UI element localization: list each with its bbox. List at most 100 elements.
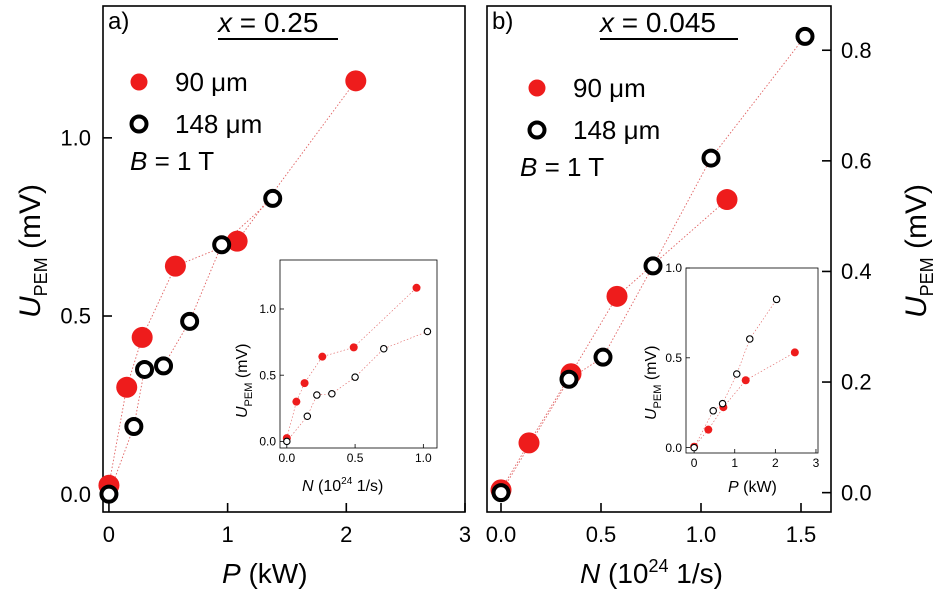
y-tick-label: 0.0 <box>60 482 91 507</box>
panel-a-label: a) <box>108 8 129 35</box>
y-tick-label: 1.0 <box>60 126 91 151</box>
data-point-90um <box>345 70 367 92</box>
panel-b-label: b) <box>492 8 513 35</box>
data-point-90um <box>164 255 186 277</box>
panel-b-plot-area <box>490 26 815 503</box>
data-point-148um <box>328 389 336 398</box>
x-tick-label: 0.0 <box>486 522 517 547</box>
data-point-148um <box>124 416 144 436</box>
data-point-90um <box>704 425 713 434</box>
data-point-148um <box>718 399 727 408</box>
data-point-148um <box>154 356 174 376</box>
y-tick-label: 0.0 <box>665 441 682 455</box>
y-tick-label: 0.4 <box>841 259 872 284</box>
y-tick-label: 0.5 <box>665 351 682 365</box>
series-connecting-line <box>286 287 417 439</box>
data-point-90um <box>741 376 750 385</box>
panel-b-frame <box>486 5 832 513</box>
inset-a-x-axis-label: N (1024 1/s) <box>302 476 383 495</box>
data-point-148um <box>593 347 613 367</box>
x-tick-label: 1.0 <box>686 522 717 547</box>
data-point-148um <box>303 412 312 420</box>
x-tick-label: 1 <box>731 456 738 470</box>
panel-a-title: x = 0.25 <box>216 7 318 38</box>
panel-a-x-axis-label: P (kW) <box>222 558 308 589</box>
panel-a-y-ticks: 0.0 0.5 1.0 <box>60 126 112 507</box>
panel-a-y-axis-label: UPEM (mV) <box>14 184 51 318</box>
x-tick-label: 1.5 <box>786 522 817 547</box>
y-tick-label: 0.0 <box>259 435 276 449</box>
data-point-148um <box>180 311 200 331</box>
data-point-90um <box>300 379 309 388</box>
legend-field-label: B = 1 T <box>520 152 604 182</box>
x-tick-label: 0.5 <box>347 451 364 465</box>
x-tick-label: 0 <box>103 522 115 547</box>
panel-b-inset: 0 1 2 3 0.0 0.5 1.0 P (kW) UPEM (mV) <box>643 261 820 496</box>
data-point-148um <box>283 437 291 446</box>
y-tick-label: 1.0 <box>259 302 276 316</box>
legend-field-label: B = 1 T <box>130 146 214 176</box>
panel-b-y-ticks: 0.0 0.2 0.4 0.6 0.8 <box>822 38 872 505</box>
inset-b-plot-area <box>690 295 799 452</box>
legend-marker-filled <box>130 73 148 91</box>
data-point-148um <box>746 335 754 343</box>
panel-a-frame <box>102 5 466 513</box>
data-point-148um <box>772 295 781 304</box>
x-tick-label: 1 <box>221 522 233 547</box>
data-point-90um <box>790 348 799 357</box>
data-point-148um <box>212 235 232 255</box>
inset-b-frame <box>685 267 819 454</box>
inset-b-y-ticks: 0.0 0.5 1.0 <box>665 261 690 455</box>
data-point-148um <box>709 407 717 415</box>
data-point-148um <box>690 443 698 452</box>
y-tick-label: 1.0 <box>665 261 682 275</box>
x-tick-label: 0.5 <box>586 522 617 547</box>
data-point-148um <box>99 484 119 504</box>
x-tick-label: 3 <box>459 522 471 547</box>
series-connecting-line <box>108 80 357 486</box>
data-point-90um <box>131 326 153 348</box>
panel-a: a) x = 0.25 90 μm 148 μm B = 1 T 0 1 2 3 0.… <box>14 5 471 589</box>
data-point-148um <box>313 391 321 399</box>
legend-marker-open <box>527 120 547 140</box>
data-point-90um <box>606 285 628 307</box>
data-point-148um <box>643 256 663 276</box>
legend-label-148um: 148 μm <box>573 115 660 145</box>
panel-b: b) x = 0.045 90 μm 148 μm B = 1 T 0.0 0.5… <box>486 5 937 589</box>
panel-b-y-axis-label: UPEM (mV) <box>900 184 937 318</box>
y-tick-label: 0.0 <box>841 480 872 505</box>
inset-a-x-ticks: 0.0 0.5 1.0 <box>278 444 432 465</box>
x-tick-label: 3 <box>813 456 820 470</box>
legend-label-90um: 90 μm <box>175 67 248 97</box>
data-point-90um <box>318 352 327 361</box>
panel-a-plot-area <box>98 70 367 504</box>
data-point-90um <box>116 376 138 398</box>
data-point-90um <box>716 189 738 211</box>
inset-a-y-ticks: 0.0 0.5 1.0 <box>259 302 284 449</box>
x-tick-label: 2 <box>340 522 352 547</box>
y-tick-label: 0.5 <box>259 368 276 382</box>
legend-marker-open <box>129 114 149 134</box>
data-point-148um <box>380 344 388 353</box>
panel-a-legend: 90 μm 148 μm B = 1 T <box>129 67 262 176</box>
data-point-148um <box>559 369 579 389</box>
inset-a-y-axis-label: UPEM (mV) <box>234 343 255 418</box>
x-tick-label: 0 <box>691 456 698 470</box>
data-point-90um <box>412 283 421 292</box>
data-point-90um <box>349 343 358 352</box>
legend-label-90um: 90 μm <box>573 73 646 103</box>
x-tick-label: 0.0 <box>278 451 295 465</box>
y-tick-label: 0.5 <box>60 304 91 329</box>
panel-b-legend: 90 μm 148 μm B = 1 T <box>520 73 660 182</box>
series-connecting-line <box>500 36 806 493</box>
panel-b-title: x = 0.045 <box>598 7 716 38</box>
legend-marker-filled <box>528 79 546 97</box>
panel-b-x-axis-label: N (1024 1/s) <box>580 556 723 589</box>
panel-a-x-ticks: 0 1 2 3 <box>103 503 471 547</box>
inset-a-plot-area <box>282 283 432 446</box>
panel-a-inset: 0.0 0.5 1.0 0.0 0.5 1.0 N (1024 1/s) UPEM (m… <box>234 259 438 495</box>
data-point-90um <box>292 397 301 406</box>
data-point-148um <box>263 188 283 208</box>
y-tick-label: 0.8 <box>841 38 872 63</box>
